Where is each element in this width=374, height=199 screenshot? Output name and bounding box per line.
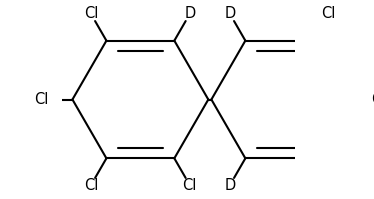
Text: Cl: Cl bbox=[371, 92, 374, 107]
Text: D: D bbox=[184, 6, 195, 21]
Text: Cl: Cl bbox=[84, 6, 98, 21]
Text: D: D bbox=[224, 178, 236, 193]
Text: Cl: Cl bbox=[322, 6, 336, 21]
Text: D: D bbox=[224, 6, 236, 21]
Text: Cl: Cl bbox=[34, 92, 49, 107]
Text: Cl: Cl bbox=[183, 178, 197, 193]
Text: Cl: Cl bbox=[84, 178, 98, 193]
